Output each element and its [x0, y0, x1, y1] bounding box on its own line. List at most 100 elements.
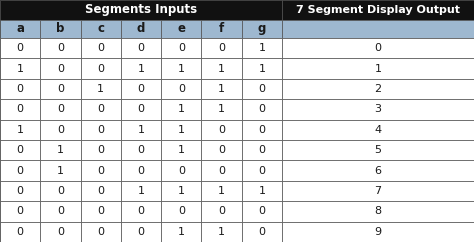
Text: 0: 0 — [17, 227, 24, 237]
Text: 0: 0 — [137, 145, 145, 155]
Bar — [40, 38, 81, 58]
Bar — [0, 0, 282, 20]
Bar — [161, 120, 201, 140]
Text: 1: 1 — [97, 84, 104, 94]
Text: 2: 2 — [374, 84, 382, 94]
Bar — [0, 20, 40, 38]
Text: 1: 1 — [178, 227, 185, 237]
Text: 0: 0 — [57, 186, 64, 196]
Bar — [121, 58, 161, 79]
Bar — [40, 120, 81, 140]
Text: a: a — [16, 23, 24, 35]
Bar — [0, 222, 40, 242]
Bar — [121, 120, 161, 140]
Bar — [282, 20, 474, 38]
Bar — [40, 140, 81, 160]
Bar — [0, 79, 40, 99]
Text: 0: 0 — [137, 227, 145, 237]
Bar — [201, 120, 242, 140]
Text: 1: 1 — [258, 64, 265, 74]
Bar — [121, 99, 161, 120]
Text: 0: 0 — [258, 125, 265, 135]
Bar — [242, 99, 282, 120]
Bar — [0, 201, 40, 222]
Text: 0: 0 — [17, 186, 24, 196]
Text: 0: 0 — [57, 227, 64, 237]
Text: 0: 0 — [178, 206, 185, 216]
Bar — [282, 58, 474, 79]
Bar — [282, 140, 474, 160]
Bar — [81, 160, 121, 181]
Bar — [201, 99, 242, 120]
Text: 3: 3 — [374, 104, 382, 114]
Bar — [81, 79, 121, 99]
Text: 0: 0 — [137, 206, 145, 216]
Bar — [242, 20, 282, 38]
Text: 0: 0 — [258, 227, 265, 237]
Text: 0: 0 — [218, 145, 225, 155]
Text: 0: 0 — [97, 104, 104, 114]
Bar — [81, 99, 121, 120]
Bar — [81, 58, 121, 79]
Text: 0: 0 — [17, 84, 24, 94]
Text: 1: 1 — [178, 64, 185, 74]
Bar — [242, 120, 282, 140]
Bar — [81, 222, 121, 242]
Bar — [121, 201, 161, 222]
Bar — [0, 99, 40, 120]
Text: 7 Segment Display Output: 7 Segment Display Output — [296, 5, 460, 15]
Bar — [282, 38, 474, 58]
Text: 0: 0 — [17, 206, 24, 216]
Text: 0: 0 — [258, 206, 265, 216]
Text: 0: 0 — [137, 84, 145, 94]
Bar — [242, 38, 282, 58]
Text: 1: 1 — [218, 84, 225, 94]
Bar — [0, 181, 40, 201]
Bar — [0, 38, 40, 58]
Text: 0: 0 — [374, 43, 382, 53]
Text: 0: 0 — [258, 166, 265, 176]
Text: 1: 1 — [178, 145, 185, 155]
Text: 0: 0 — [17, 43, 24, 53]
Text: 0: 0 — [97, 227, 104, 237]
Bar — [121, 140, 161, 160]
Text: 1: 1 — [218, 186, 225, 196]
Text: 0: 0 — [17, 166, 24, 176]
Text: 6: 6 — [374, 166, 382, 176]
Bar — [201, 222, 242, 242]
Bar — [161, 181, 201, 201]
Bar — [40, 201, 81, 222]
Bar — [282, 160, 474, 181]
Text: 1: 1 — [218, 64, 225, 74]
Text: d: d — [137, 23, 145, 35]
Bar — [161, 160, 201, 181]
Text: 1: 1 — [258, 43, 265, 53]
Bar — [201, 58, 242, 79]
Bar — [121, 160, 161, 181]
Bar — [81, 201, 121, 222]
Bar — [282, 120, 474, 140]
Bar — [201, 38, 242, 58]
Bar — [161, 79, 201, 99]
Bar — [242, 79, 282, 99]
Bar — [161, 140, 201, 160]
Text: 9: 9 — [374, 227, 382, 237]
Bar — [242, 222, 282, 242]
Text: 0: 0 — [218, 43, 225, 53]
Text: 0: 0 — [178, 84, 185, 94]
Text: 0: 0 — [137, 43, 145, 53]
Text: 5: 5 — [374, 145, 382, 155]
Bar — [242, 160, 282, 181]
Text: 0: 0 — [137, 104, 145, 114]
Bar — [201, 20, 242, 38]
Text: 0: 0 — [97, 206, 104, 216]
Bar — [201, 160, 242, 181]
Bar — [161, 222, 201, 242]
Bar — [282, 79, 474, 99]
Text: 0: 0 — [57, 206, 64, 216]
Text: 0: 0 — [137, 166, 145, 176]
Text: 1: 1 — [178, 125, 185, 135]
Text: 1: 1 — [258, 186, 265, 196]
Bar — [81, 38, 121, 58]
Bar — [121, 222, 161, 242]
